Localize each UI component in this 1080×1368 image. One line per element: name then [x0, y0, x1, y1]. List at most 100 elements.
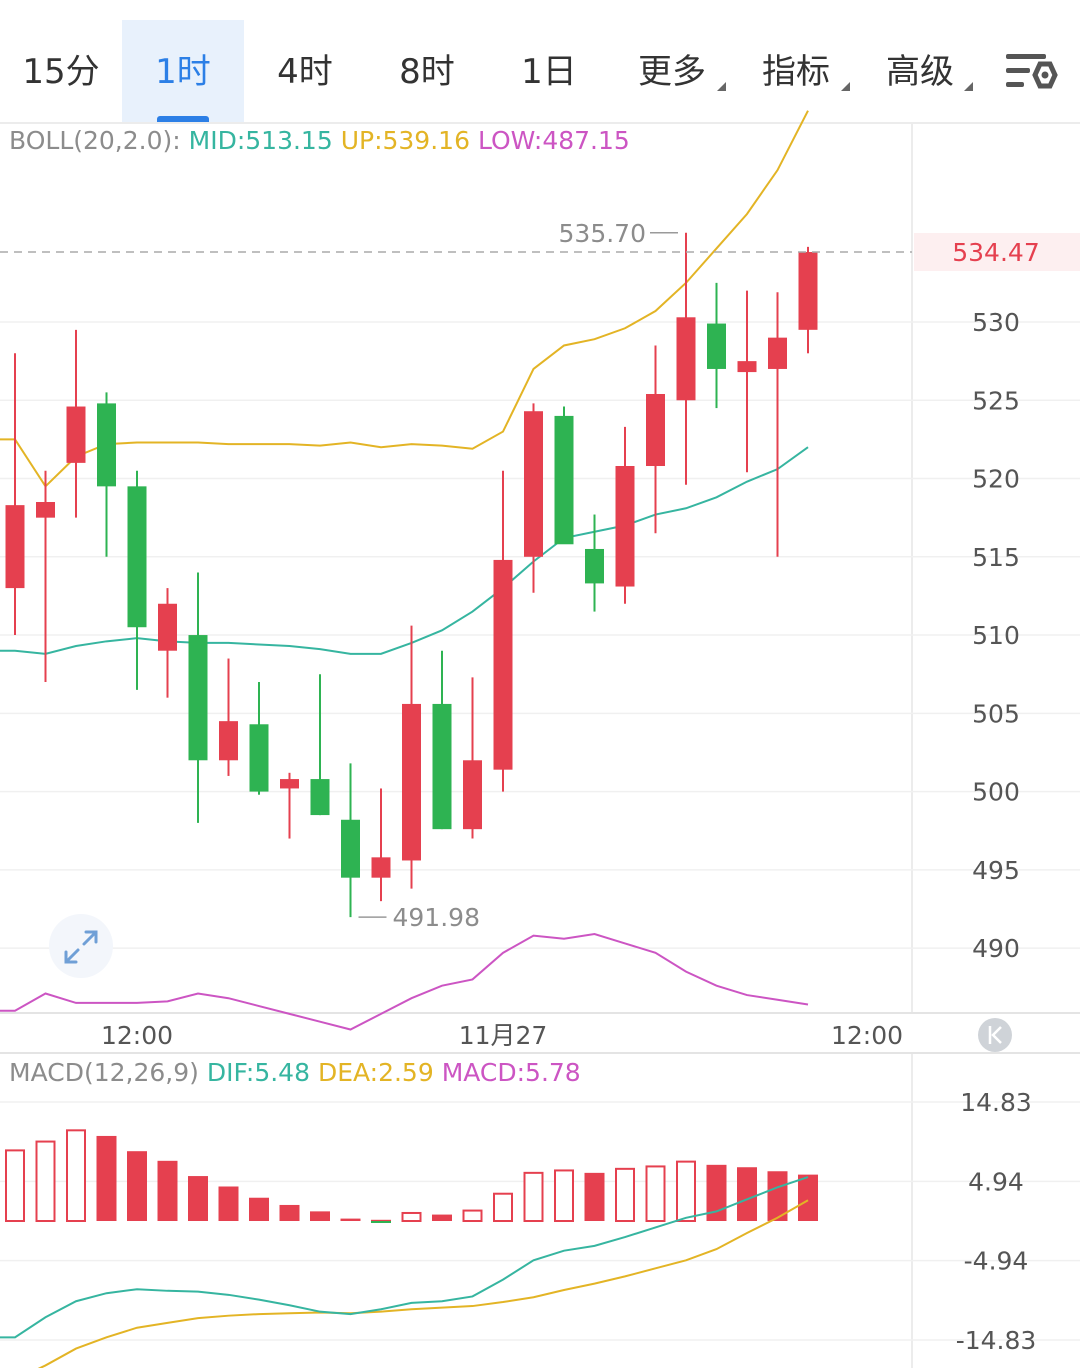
macd-bar-hollow	[523, 1171, 544, 1223]
timeframe-toolbar: 15分 1时 4时 8时 1日 更多 指标 高级	[0, 0, 1080, 122]
expand-icon-stroke	[66, 948, 80, 962]
candle-down	[249, 724, 269, 792]
advanced-dropdown-icon	[964, 82, 973, 91]
macd-bar-hollow	[676, 1160, 696, 1222]
macd-bar-solid	[127, 1151, 147, 1221]
time-axis-label: 11月27	[459, 1021, 548, 1050]
macd-tick-label: 14.83	[960, 1088, 1032, 1117]
tab-more[interactable]: 更多	[638, 52, 706, 92]
boll-lower-line	[0, 933, 809, 1031]
scroll-to-latest-icon	[978, 1018, 1012, 1052]
macd-bar-solid	[218, 1186, 239, 1221]
macd-bar-hollow	[493, 1192, 513, 1222]
candle-down	[310, 779, 330, 816]
tab-8h[interactable]: 8时	[399, 52, 455, 92]
macd-bar-solid	[706, 1164, 727, 1221]
macd-dif-line	[0, 1176, 809, 1339]
macd-bar-solid	[432, 1214, 452, 1221]
candle-down	[432, 703, 452, 830]
more-dropdown-icon	[717, 82, 726, 91]
expand-icon-stroke	[64, 950, 78, 964]
macd-bar-hollow	[35, 1140, 56, 1223]
price-tick-label: 500	[972, 778, 1020, 807]
candle-up	[371, 857, 391, 878]
boll-legend-mid: MID:513.15	[188, 126, 333, 155]
macd-bar-solid	[157, 1160, 178, 1221]
time-axis-label: 12:00	[101, 1021, 173, 1050]
boll-legend-low: LOW:487.15	[477, 126, 630, 155]
candle-up	[280, 779, 299, 789]
price-tick-label: 530	[972, 308, 1020, 337]
macd-bar-solid	[371, 1219, 391, 1222]
boll-legend-up: UP:539.16	[340, 126, 470, 155]
candle-up	[402, 703, 421, 861]
macd-bar-solid	[249, 1197, 269, 1221]
price-tick-label: 510	[972, 621, 1020, 650]
candle-up	[463, 760, 482, 830]
macd-bar-solid	[798, 1174, 818, 1221]
candle-up	[5, 505, 25, 589]
candle-up	[524, 411, 543, 557]
candle-up	[219, 721, 238, 761]
chart-settings-icon[interactable]	[1000, 46, 1060, 100]
candle-down	[585, 548, 604, 584]
candle-up	[66, 406, 86, 463]
boll-mid-line	[0, 446, 809, 655]
macd-bar-solid	[584, 1172, 605, 1221]
boll-legend: BOLL(20,2.0): MID:513.15 UP:539.16 LOW:4…	[9, 126, 630, 155]
expand-icon-stroke	[84, 930, 98, 944]
price-tick-label: 520	[972, 465, 1020, 494]
candle-up	[798, 252, 818, 330]
macd-bar-hollow	[645, 1165, 666, 1223]
candle-up	[646, 393, 665, 467]
tab-indicators[interactable]: 指标	[762, 52, 830, 92]
expand-icon	[64, 930, 98, 964]
scroll-to-latest-glyph	[988, 1026, 1002, 1044]
tab-1h-label: 1时	[155, 52, 211, 92]
macd-legend-name: MACD(12,26,9)	[9, 1058, 199, 1087]
boll-legend-name: BOLL(20,2.0):	[9, 126, 181, 155]
candle-down	[707, 323, 726, 369]
boll-upper-line	[0, 110, 809, 488]
candle-down	[127, 486, 147, 628]
macd-bar-hollow	[554, 1169, 574, 1222]
price-tick-label: 495	[972, 856, 1020, 885]
candle-up	[615, 466, 635, 587]
expand-button	[49, 914, 113, 978]
indicators-dropdown-icon	[841, 82, 850, 91]
candle-up	[493, 559, 513, 770]
macd-bar-hollow	[615, 1167, 635, 1222]
time-axis-label: 12:00	[831, 1021, 903, 1050]
macd-legend-macd: MACD:5.78	[441, 1058, 581, 1087]
price-tick-label: 490	[972, 934, 1020, 963]
candle-up	[768, 337, 787, 369]
active-tab-indicator	[157, 116, 209, 122]
tab-1h[interactable]: 1时	[122, 20, 244, 122]
macd-bar-solid	[96, 1135, 117, 1221]
macd-bar-solid	[279, 1204, 300, 1221]
candle-up	[36, 502, 55, 518]
price-tick-label: 525	[972, 386, 1020, 415]
tab-15m[interactable]: 15分	[22, 52, 100, 92]
macd-tick-label: -14.83	[956, 1326, 1037, 1355]
last-price-label: 534.47	[952, 238, 1039, 267]
tab-4h[interactable]: 4时	[277, 52, 333, 92]
macd-bar-hollow	[66, 1129, 86, 1222]
macd-legend-dea: DEA:2.59	[317, 1058, 434, 1087]
candle-down	[554, 415, 574, 545]
candle-down	[97, 403, 116, 487]
low-marker-label: 491.98	[393, 903, 480, 932]
macd-tick-label: -4.94	[964, 1247, 1029, 1276]
candle-down	[341, 819, 360, 878]
macd-legend-dif: DIF:5.48	[206, 1058, 310, 1087]
tab-advanced[interactable]: 高级	[886, 52, 954, 92]
price-tick-label: 515	[972, 543, 1020, 572]
candle-down	[188, 635, 208, 761]
candle-up	[158, 603, 177, 651]
tab-1d[interactable]: 1日	[521, 52, 577, 92]
candle-up	[737, 361, 757, 373]
macd-bar-solid	[737, 1167, 757, 1221]
candle-up	[676, 317, 696, 401]
last-price-badge	[914, 233, 1080, 272]
